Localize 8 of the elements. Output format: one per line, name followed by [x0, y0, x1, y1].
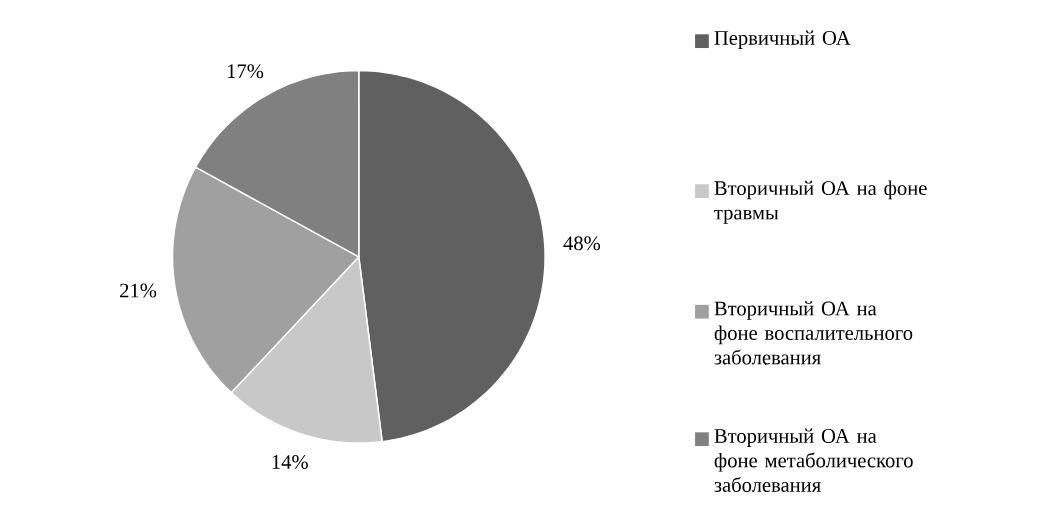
legend-label: Вторичный ОА на фоне воспалительного заболевания [714, 301, 913, 365]
data-label: 21% [120, 283, 157, 298]
legend-label: Первичный ОА [714, 30, 851, 50]
legend-label: Вторичный ОА на фоне травмы [714, 180, 927, 224]
data-label: 48% [563, 236, 601, 251]
data-label: 14% [272, 455, 308, 470]
data-label: 17% [227, 64, 264, 79]
legend-label: Вторичный ОА на фоне метаболического заболевания [714, 428, 913, 493]
